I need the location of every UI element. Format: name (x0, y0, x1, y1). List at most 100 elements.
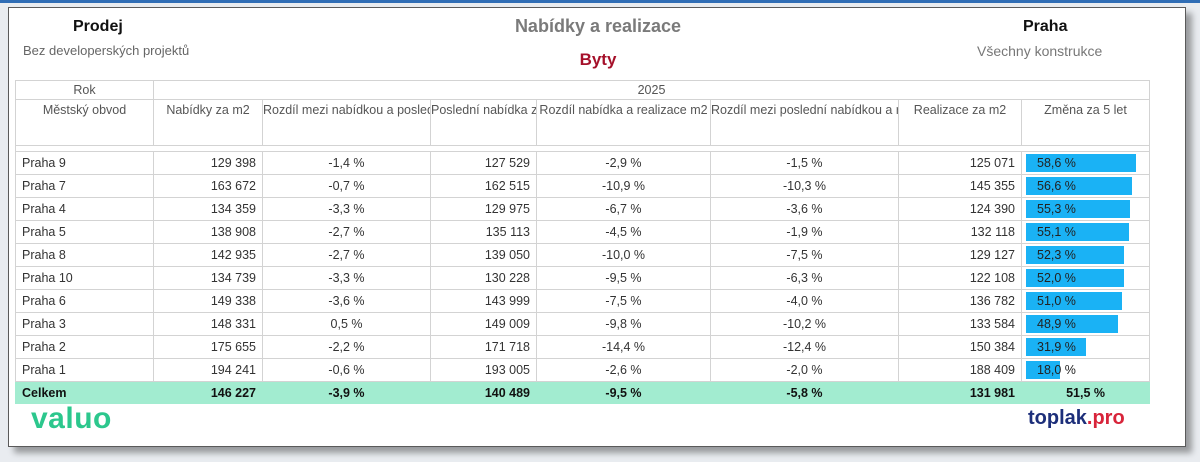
offers-cell: 142 935 (153, 243, 263, 267)
diff-last-real-cell: -12,4 % (710, 335, 899, 359)
col-diff-offer-last[interactable]: Rozdíl mezi nabídkou a poslední nabídkou… (262, 99, 431, 146)
total-last-offer: 140 489 (430, 381, 537, 404)
table-body: Praha 9 129 398 -1,4 % 127 529 -2,9 % -1,5 % 1… (14, 145, 1151, 382)
change-5y-label: 56,6 % (1037, 179, 1076, 193)
realization-cell: 132 118 (898, 220, 1022, 244)
offers-cell: 149 338 (153, 289, 263, 313)
diff-offer-last-cell: -1,4 % (262, 151, 431, 175)
col-diff-last-real[interactable]: Rozdíl mezi poslední nabídkou a realizac… (710, 99, 899, 146)
transaction-type-title: Prodej (73, 18, 123, 35)
offers-cell: 138 908 (153, 220, 263, 244)
district-cell: Praha 7 (15, 174, 154, 198)
total-change-5y: 51,5 % (1020, 381, 1151, 404)
district-cell: Praha 4 (15, 197, 154, 221)
col-diff-offer-real[interactable]: Rozdíl nabídka a realizace m2 (536, 99, 711, 146)
table-row[interactable]: Praha 6 149 338 -3,6 % 143 999 -7,5 % -4,0 % 1… (15, 289, 1151, 313)
total-diff-last-real: -5,8 % (710, 381, 899, 404)
realization-cell: 125 071 (898, 151, 1022, 175)
diff-last-real-cell: -10,2 % (710, 312, 899, 336)
district-cell: Praha 1 (15, 358, 154, 382)
offers-cell: 194 241 (153, 358, 263, 382)
offers-cell: 175 655 (153, 335, 263, 359)
last-offer-cell: 130 228 (430, 266, 537, 290)
report-card: Prodej Bez developerských projektů Nabíd… (8, 7, 1186, 447)
diff-offer-real-cell: -6,7 % (536, 197, 711, 221)
change-5y-cell: 52,3 % (1020, 243, 1151, 267)
table-row[interactable]: Praha 7 163 672 -0,7 % 162 515 -10,9 % -10,3 … (15, 174, 1151, 198)
table-row[interactable]: Praha 5 138 908 -2,7 % 135 113 -4,5 % -1,9 % 1… (15, 220, 1151, 244)
realization-cell: 145 355 (898, 174, 1022, 198)
change-5y-bar (1026, 315, 1118, 333)
change-5y-bar (1026, 246, 1125, 264)
change-5y-cell: 48,9 % (1020, 312, 1151, 336)
diff-offer-real-cell: -14,4 % (536, 335, 711, 359)
col-last-offer[interactable]: Poslední nabídka za m2 (430, 99, 537, 146)
change-5y-cell: 18,0 % (1020, 358, 1151, 382)
col-realization[interactable]: Realizace za m2 (898, 99, 1022, 146)
filter-subtitle: Bez developerských projektů (23, 43, 190, 58)
change-5y-cell: 55,3 % (1020, 197, 1151, 221)
last-offer-cell: 129 975 (430, 197, 537, 221)
diff-offer-last-cell: -2,2 % (262, 335, 431, 359)
change-5y-bar (1026, 269, 1124, 287)
last-offer-cell: 193 005 (430, 358, 537, 382)
table-row[interactable]: Praha 1 194 241 -0,6 % 193 005 -2,6 % -2,0 % 1… (15, 358, 1151, 382)
change-5y-label: 58,6 % (1037, 156, 1076, 170)
table-row[interactable]: Praha 9 129 398 -1,4 % 127 529 -2,9 % -1,5 % 1… (15, 151, 1151, 175)
district-cell: Praha 10 (15, 266, 154, 290)
offers-cell: 129 398 (153, 151, 263, 175)
diff-last-real-cell: -2,0 % (710, 358, 899, 382)
table-row[interactable]: Praha 3 148 331 0,5 % 149 009 -9,8 % -10,2 % 1… (15, 312, 1151, 336)
diff-last-real-cell: -6,3 % (710, 266, 899, 290)
offers-cell: 148 331 (153, 312, 263, 336)
offers-cell: 163 672 (153, 174, 263, 198)
last-offer-cell: 139 050 (430, 243, 537, 267)
col-offers[interactable]: Nabídky za m2 (153, 99, 263, 146)
change-5y-label: 52,0 % (1037, 271, 1076, 285)
report-title: Nabídky a realizace (514, 16, 682, 36)
total-row: Celkem 146 227 -3,9 % 140 489 -9,5 % -5,… (15, 381, 1151, 404)
property-type-title: Byty (579, 50, 617, 69)
year-header-row: Rok 2025 (15, 80, 1151, 100)
last-offer-cell: 143 999 (430, 289, 537, 313)
last-offer-cell: 171 718 (430, 335, 537, 359)
diff-offer-real-cell: -9,5 % (536, 266, 711, 290)
col-change-5y[interactable]: Změna za 5 let (1020, 99, 1151, 146)
diff-offer-last-cell: 0,5 % (262, 312, 431, 336)
diff-offer-last-cell: -2,7 % (262, 220, 431, 244)
table-row[interactable]: Praha 10 134 739 -3,3 % 130 228 -9,5 % -6,3 %… (15, 266, 1151, 290)
last-offer-cell: 127 529 (430, 151, 537, 175)
district-cell: Praha 3 (15, 312, 154, 336)
total-diff-offer-last: -3,9 % (262, 381, 431, 404)
diff-offer-real-cell: -4,5 % (536, 220, 711, 244)
toplak-logo-text: toplak (1028, 407, 1087, 429)
diff-offer-last-cell: -3,3 % (262, 266, 431, 290)
realization-cell: 122 108 (898, 266, 1022, 290)
change-5y-cell: 56,6 % (1020, 174, 1151, 198)
district-cell: Praha 2 (15, 335, 154, 359)
city-title: Praha (1023, 18, 1068, 35)
diff-offer-real-cell: -10,9 % (536, 174, 711, 198)
diff-last-real-cell: -4,0 % (710, 289, 899, 313)
table-row[interactable]: Praha 8 142 935 -2,7 % 139 050 -10,0 % -7,5 %… (15, 243, 1151, 267)
change-5y-cell: 51,0 % (1020, 289, 1151, 313)
toplak-logo: toplak.pro (1028, 407, 1125, 430)
col-district[interactable]: Městský obvod (15, 99, 154, 146)
change-5y-label: 48,9 % (1037, 317, 1076, 331)
change-5y-label: 55,3 % (1037, 202, 1076, 216)
diff-offer-real-cell: -2,9 % (536, 151, 711, 175)
change-5y-cell: 58,6 % (1020, 151, 1151, 175)
realization-cell: 188 409 (898, 358, 1022, 382)
change-5y-bar (1026, 154, 1136, 172)
change-5y-label: 51,0 % (1037, 294, 1076, 308)
diff-offer-last-cell: -2,7 % (262, 243, 431, 267)
table-row[interactable]: Praha 2 175 655 -2,2 % 171 718 -14,4 % -12,4 … (15, 335, 1151, 359)
year-value[interactable]: 2025 (152, 80, 1151, 100)
diff-offer-real-cell: -2,6 % (536, 358, 711, 382)
change-5y-bar (1026, 223, 1130, 241)
diff-offer-real-cell: -9,8 % (536, 312, 711, 336)
table-row[interactable]: Praha 4 134 359 -3,3 % 129 975 -6,7 % -3,6 % 1… (15, 197, 1151, 221)
change-5y-bar (1026, 338, 1086, 356)
diff-last-real-cell: -10,3 % (710, 174, 899, 198)
column-header-row: Městský obvod Nabídky za m2 Rozdíl mezi … (15, 99, 1151, 146)
